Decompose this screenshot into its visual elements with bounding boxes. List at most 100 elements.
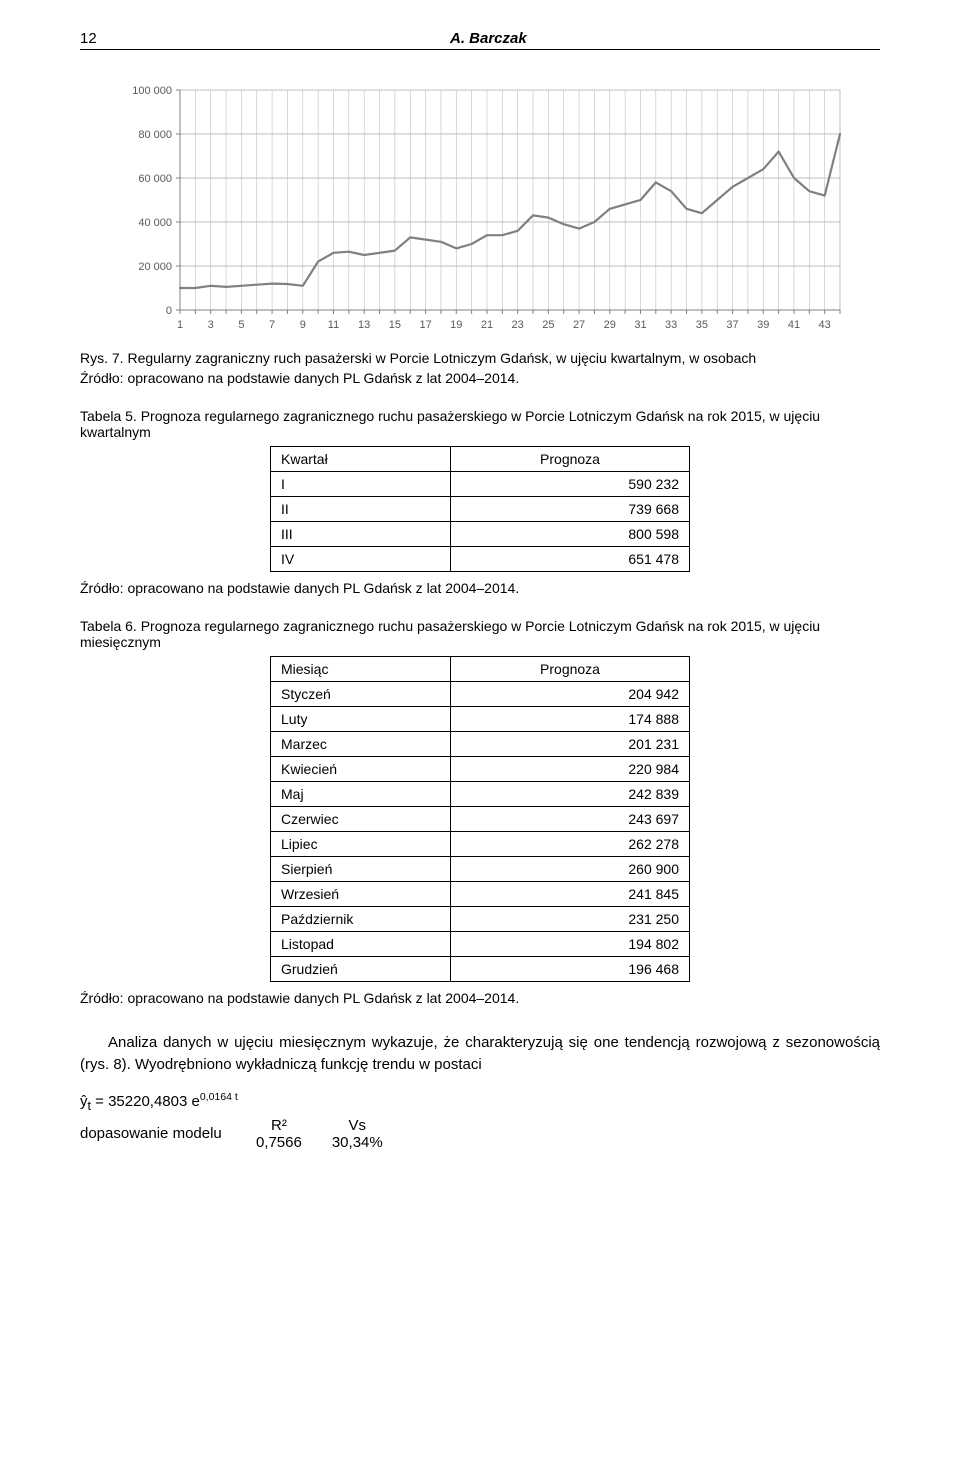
row-key: Maj xyxy=(271,782,451,807)
row-value: 243 697 xyxy=(451,807,690,832)
model-fit-row: dopasowanie modelu R² Vs 0,7566 30,34% xyxy=(80,1117,880,1151)
svg-text:19: 19 xyxy=(450,319,462,331)
row-value: 196 468 xyxy=(451,957,690,982)
svg-text:43: 43 xyxy=(819,319,831,331)
row-value: 201 231 xyxy=(451,732,690,757)
table-row: Maj242 839 xyxy=(271,782,690,807)
svg-text:27: 27 xyxy=(573,319,585,331)
table-row: Styczeń204 942 xyxy=(271,682,690,707)
table-row: Luty174 888 xyxy=(271,707,690,732)
row-key: Październik xyxy=(271,907,451,932)
svg-text:31: 31 xyxy=(634,319,646,331)
row-value: 651 478 xyxy=(451,547,690,572)
svg-text:20 000: 20 000 xyxy=(138,261,172,273)
svg-text:0: 0 xyxy=(166,305,172,317)
row-key: IV xyxy=(271,547,451,572)
row-value: 590 232 xyxy=(451,472,690,497)
row-value: 241 845 xyxy=(451,882,690,907)
page-number: 12 xyxy=(80,30,97,47)
model-fit-label: dopasowanie modelu xyxy=(80,1125,222,1142)
table6-caption: Tabela 6. Prognoza regularnego zagranicz… xyxy=(80,618,880,650)
row-value: 220 984 xyxy=(451,757,690,782)
table-row: II739 668 xyxy=(271,497,690,522)
table6-col2: Prognoza xyxy=(451,657,690,682)
row-key: Wrzesień xyxy=(271,882,451,907)
table-row: Grudzień196 468 xyxy=(271,957,690,982)
svg-text:21: 21 xyxy=(481,319,493,331)
row-value: 194 802 xyxy=(451,932,690,957)
r2-value: 0,7566 xyxy=(256,1134,332,1151)
table5-col1: Kwartał xyxy=(271,447,451,472)
trend-formula: ŷt = 35220,4803 e0,0164 t xyxy=(80,1091,880,1113)
table5-col2: Prognoza xyxy=(451,447,690,472)
table-row: Październik231 250 xyxy=(271,907,690,932)
table-row: Kwiecień220 984 xyxy=(271,757,690,782)
table6-source: Źródło: opracowano na podstawie danych P… xyxy=(80,990,880,1006)
table5: Kwartał Prognoza I590 232II739 668III800… xyxy=(270,446,690,572)
table-row: Czerwiec243 697 xyxy=(271,807,690,832)
table6: Miesiąc Prognoza Styczeń204 942Luty174 8… xyxy=(270,656,690,982)
row-value: 174 888 xyxy=(451,707,690,732)
row-key: Listopad xyxy=(271,932,451,957)
table-row: IV651 478 xyxy=(271,547,690,572)
svg-text:5: 5 xyxy=(238,319,244,331)
line-chart: 020 00040 00060 00080 000100 00013579111… xyxy=(110,80,850,340)
table-row: Wrzesień241 845 xyxy=(271,882,690,907)
table-row: Marzec201 231 xyxy=(271,732,690,757)
vs-symbol: Vs xyxy=(332,1117,413,1134)
svg-text:15: 15 xyxy=(389,319,401,331)
table5-caption: Tabela 5. Prognoza regularnego zagranicz… xyxy=(80,408,880,440)
r2-symbol: R² xyxy=(256,1117,332,1134)
row-value: 204 942 xyxy=(451,682,690,707)
table-row: Lipiec262 278 xyxy=(271,832,690,857)
row-key: Grudzień xyxy=(271,957,451,982)
author-name: A. Barczak xyxy=(80,30,880,47)
svg-text:7: 7 xyxy=(269,319,275,331)
svg-text:25: 25 xyxy=(542,319,554,331)
row-key: Styczeń xyxy=(271,682,451,707)
svg-text:13: 13 xyxy=(358,319,370,331)
svg-text:1: 1 xyxy=(177,319,183,331)
chart-svg: 020 00040 00060 00080 000100 00013579111… xyxy=(110,80,850,340)
row-value: 739 668 xyxy=(451,497,690,522)
svg-text:35: 35 xyxy=(696,319,708,331)
table-row: I590 232 xyxy=(271,472,690,497)
figure-source: Źródło: opracowano na podstawie danych P… xyxy=(80,370,880,386)
row-value: 231 250 xyxy=(451,907,690,932)
row-key: Marzec xyxy=(271,732,451,757)
row-key: III xyxy=(271,522,451,547)
row-key: Czerwiec xyxy=(271,807,451,832)
table-row: Sierpień260 900 xyxy=(271,857,690,882)
svg-text:29: 29 xyxy=(604,319,616,331)
row-key: Sierpień xyxy=(271,857,451,882)
row-key: I xyxy=(271,472,451,497)
svg-text:23: 23 xyxy=(512,319,524,331)
row-value: 262 278 xyxy=(451,832,690,857)
svg-text:39: 39 xyxy=(757,319,769,331)
row-value: 260 900 xyxy=(451,857,690,882)
page-header: 12 A. Barczak xyxy=(80,30,880,50)
row-key: II xyxy=(271,497,451,522)
row-key: Luty xyxy=(271,707,451,732)
row-key: Kwiecień xyxy=(271,757,451,782)
svg-text:3: 3 xyxy=(208,319,214,331)
svg-text:33: 33 xyxy=(665,319,677,331)
table-row: III800 598 xyxy=(271,522,690,547)
svg-text:17: 17 xyxy=(419,319,431,331)
row-value: 242 839 xyxy=(451,782,690,807)
figure-caption: Rys. 7. Regularny zagraniczny ruch pasaż… xyxy=(80,350,880,366)
row-key: Lipiec xyxy=(271,832,451,857)
table5-source: Źródło: opracowano na podstawie danych P… xyxy=(80,580,880,596)
row-value: 800 598 xyxy=(451,522,690,547)
svg-text:80 000: 80 000 xyxy=(138,129,172,141)
vs-value: 30,34% xyxy=(332,1134,413,1151)
analysis-paragraph: Analiza danych w ujęciu miesięcznym wyka… xyxy=(80,1032,880,1076)
svg-text:40 000: 40 000 xyxy=(138,217,172,229)
svg-text:9: 9 xyxy=(300,319,306,331)
svg-text:11: 11 xyxy=(328,319,339,331)
svg-text:60 000: 60 000 xyxy=(138,173,172,185)
svg-text:100 000: 100 000 xyxy=(132,85,172,97)
table-row: Listopad194 802 xyxy=(271,932,690,957)
svg-text:41: 41 xyxy=(788,319,800,331)
svg-text:37: 37 xyxy=(726,319,738,331)
